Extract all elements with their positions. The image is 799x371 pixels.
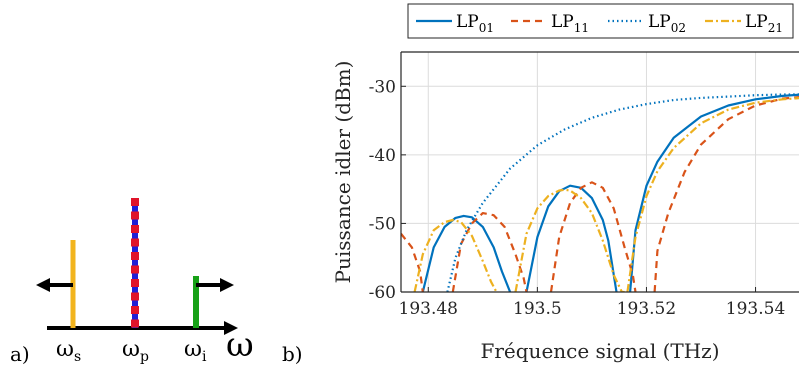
pump-dot <box>131 279 139 287</box>
legend-label: LP21 <box>745 12 783 35</box>
panel-a-label: a) <box>10 342 30 366</box>
pump-dot <box>131 198 139 206</box>
legend: LP01 LP11 LP02 LP21 <box>407 3 794 39</box>
legend-label: LP02 <box>648 12 686 35</box>
panel-a: a) ωs ωp ωi ω <box>10 198 254 366</box>
omega-s-label: ωs <box>56 337 81 365</box>
series-line-lp21 <box>413 97 799 292</box>
legend-items: LP01 LP11 LP02 LP21 <box>416 12 783 35</box>
x-axis-label: Fréquence signal (THz) <box>480 339 719 363</box>
pump-dot <box>131 319 139 328</box>
pump-dot <box>131 238 139 247</box>
y-tick-label: -40 <box>369 146 396 166</box>
frequency-axis-arrowhead <box>224 321 238 335</box>
legend-label: LP01 <box>456 12 494 35</box>
signal-arrowhead <box>36 278 50 292</box>
y-tick-label: -50 <box>369 214 396 234</box>
series-line-lp11 <box>401 96 799 292</box>
x-ticks: 193.48 193.5 193.52 193.54 <box>399 287 785 319</box>
y-ticks: -60 -50 -40 -30 <box>369 77 406 303</box>
pump-dots <box>131 198 139 328</box>
y-tick-label: -60 <box>369 283 396 303</box>
x-tick-label: 193.52 <box>617 299 676 319</box>
idler-arrowhead <box>220 278 234 292</box>
pump-dot <box>131 225 139 233</box>
chart-series <box>401 93 799 292</box>
pump-dot <box>131 306 139 314</box>
panel-b-label: b) <box>282 342 303 366</box>
omega-axis-symbol: ω <box>226 325 254 365</box>
pump-dot <box>131 211 139 220</box>
pump-dot <box>131 265 139 274</box>
series-line-lp01 <box>421 93 799 292</box>
plot-area <box>401 52 799 292</box>
x-tick-label: 193.54 <box>726 299 785 319</box>
y-axis-label: Puissance idler (dBm) <box>331 61 355 284</box>
y-tick-label: -30 <box>369 77 396 97</box>
pump-dot <box>131 292 139 301</box>
panel-b: b) 193.48 193.5 193.52 193.54 -60-50-40-30 … <box>282 3 799 366</box>
omega-i-label: ωi <box>184 337 207 365</box>
pump-dot <box>131 252 139 260</box>
x-tick-label: 193.5 <box>513 299 562 319</box>
legend-label: LP11 <box>551 12 589 35</box>
x-tick-label: 193.48 <box>399 299 458 319</box>
omega-p-label: ωp <box>122 337 149 365</box>
